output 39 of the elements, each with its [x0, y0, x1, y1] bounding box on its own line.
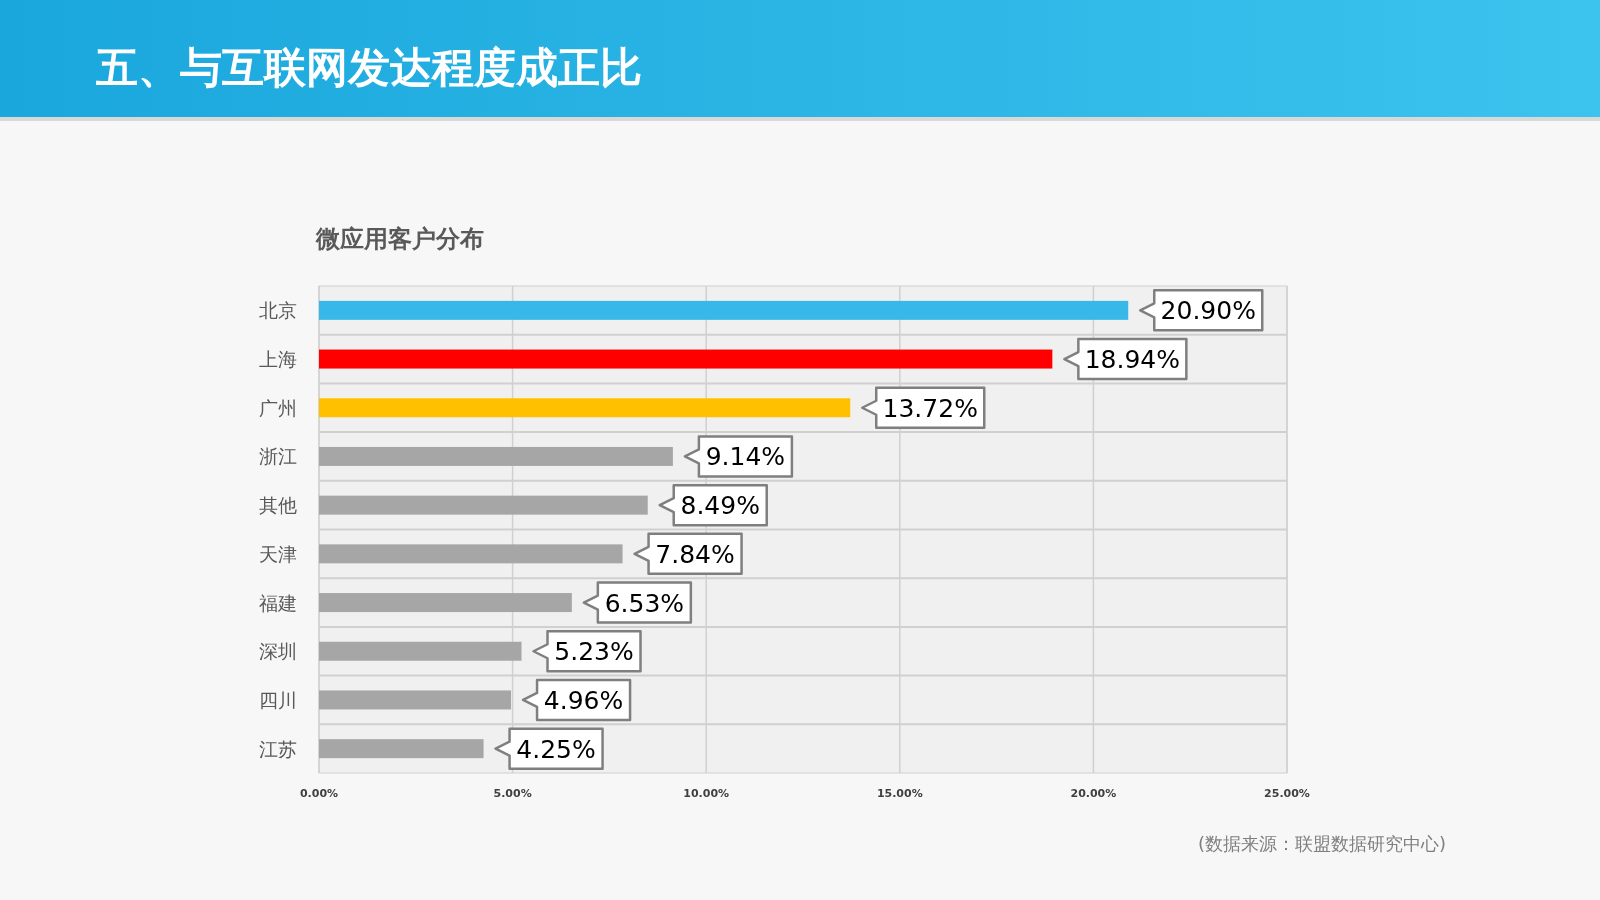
data-label: 13.72% [882, 393, 978, 423]
data-label: 9.14% [705, 442, 786, 472]
data-label: 7.84% [655, 539, 735, 569]
bar [319, 398, 851, 418]
data-label: 6.53% [604, 588, 685, 618]
chart-subtitle: 微应用客户分布 [315, 225, 484, 253]
bar [319, 300, 1129, 320]
x-tick-label: 25.00% [1264, 787, 1310, 800]
text: (数据来源：联盟数据研究中心) [1197, 833, 1446, 854]
y-tick-label: 福建 [259, 591, 297, 614]
x-tick-label: 5.00% [493, 787, 532, 800]
data-label: 18.94% [1084, 345, 1181, 375]
bar [319, 739, 484, 759]
y-tick-label: 上海 [259, 348, 297, 371]
x-tick-label: 10.00% [683, 787, 730, 800]
bar [319, 641, 522, 661]
data-label: 8.49% [680, 491, 760, 521]
bar [319, 495, 648, 515]
x-tick-label: 0.00% [299, 787, 339, 800]
data-label: 4.96% [543, 685, 624, 715]
bar [319, 349, 1053, 369]
x-tick-label: 15.00% [876, 787, 923, 800]
y-tick-label: 其他 [259, 494, 297, 517]
bar [319, 446, 673, 466]
y-tick-label: 浙江 [259, 445, 297, 468]
x-tick-label: 20.00% [1070, 787, 1117, 800]
data-label: 5.23% [554, 637, 634, 667]
y-tick-label: 江苏 [259, 737, 297, 760]
bar [319, 544, 623, 564]
y-tick-label: 北京 [259, 299, 297, 322]
y-tick-label: 四川 [259, 688, 297, 711]
data-label: 20.90% [1160, 296, 1256, 326]
y-tick-label: 天津 [259, 542, 297, 565]
bar [319, 593, 572, 613]
data-label: 4.25% [516, 734, 596, 764]
chart-title: 五、与互联网发达程度成正比 [95, 43, 642, 92]
bar [319, 690, 512, 710]
y-tick-label: 深圳 [259, 640, 297, 663]
y-tick-label: 广州 [259, 396, 297, 419]
